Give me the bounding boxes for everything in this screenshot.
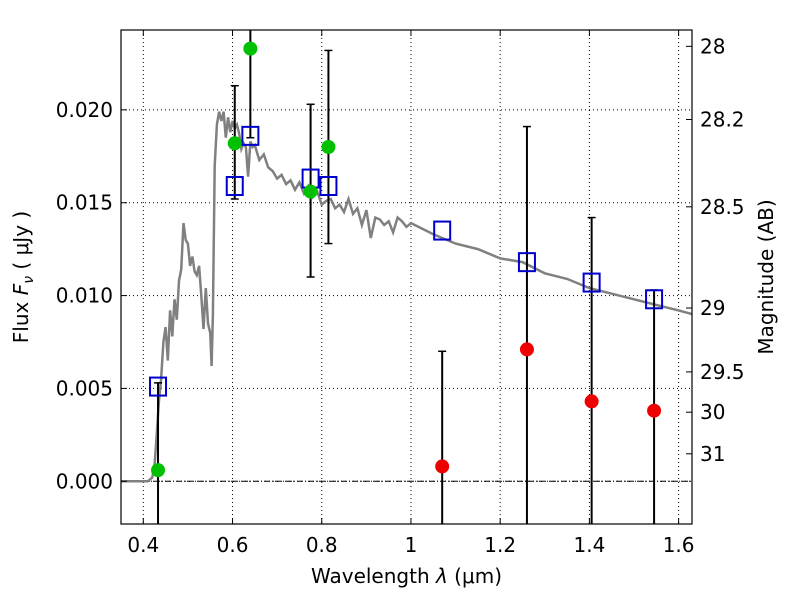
x-tick-label: 0.4 xyxy=(127,533,159,557)
x-tick-label: 1.4 xyxy=(573,533,605,557)
data-points xyxy=(149,41,664,478)
y-axis-title: Flux Fν ( μJy ) xyxy=(9,211,37,343)
y-axis-right: 28 28.2 28.5 29 29.5 30 31 xyxy=(686,34,745,466)
right-tick-label: 28.5 xyxy=(700,195,745,219)
y-tick-label: 0.015 xyxy=(56,191,113,215)
model-photometry-square xyxy=(319,176,338,196)
right-tick-label: 28 xyxy=(700,34,725,58)
plot-frame xyxy=(120,29,693,525)
right-tick-label: 31 xyxy=(700,442,725,466)
right-tick-label: 29.5 xyxy=(700,360,745,384)
detection-point xyxy=(243,41,258,56)
model-photometry-square xyxy=(225,176,244,196)
y-axis-right-title: Magnitude (AB) xyxy=(754,199,778,354)
grid xyxy=(121,30,692,524)
right-tick-label: 29 xyxy=(700,296,725,320)
error-bars xyxy=(154,30,659,524)
y-axis-left: 0.000 0.005 0.010 0.015 0.020 xyxy=(56,98,127,493)
x-axis-title: Wavelength λ (μm) xyxy=(311,564,502,588)
x-axis: 0.4 0.6 0.8 1 1.2 1.4 1.6 xyxy=(127,30,695,557)
y-tick-label: 0.010 xyxy=(56,284,113,308)
y-tick-label: 0.000 xyxy=(56,469,113,493)
non-detection-point xyxy=(647,403,662,418)
non-detection-point xyxy=(584,394,599,409)
model-photometry-square xyxy=(517,252,536,273)
y-tick-label: 0.005 xyxy=(56,376,113,400)
right-tick-label: 28.2 xyxy=(700,108,745,132)
model-photometry-square xyxy=(433,220,452,241)
y-tick-label: 0.020 xyxy=(56,98,113,122)
model-photometry-square xyxy=(149,376,168,397)
detection-point xyxy=(303,184,318,199)
model-photometry-square xyxy=(241,125,260,146)
model-photometry-square xyxy=(582,272,601,293)
right-tick-label: 30 xyxy=(700,400,725,424)
detection-point xyxy=(321,140,336,154)
x-tick-label: 1 xyxy=(405,533,418,557)
x-tick-label: 0.8 xyxy=(306,533,338,557)
detection-point xyxy=(227,136,242,151)
model-photometry-square xyxy=(645,289,664,310)
x-tick-label: 1.6 xyxy=(663,533,695,557)
non-detection-point xyxy=(519,342,534,357)
detection-point xyxy=(151,463,166,478)
x-tick-label: 0.6 xyxy=(217,533,249,557)
non-detection-point xyxy=(435,459,450,474)
model-spectrum-line xyxy=(121,111,693,483)
x-tick-label: 1.2 xyxy=(484,533,516,557)
